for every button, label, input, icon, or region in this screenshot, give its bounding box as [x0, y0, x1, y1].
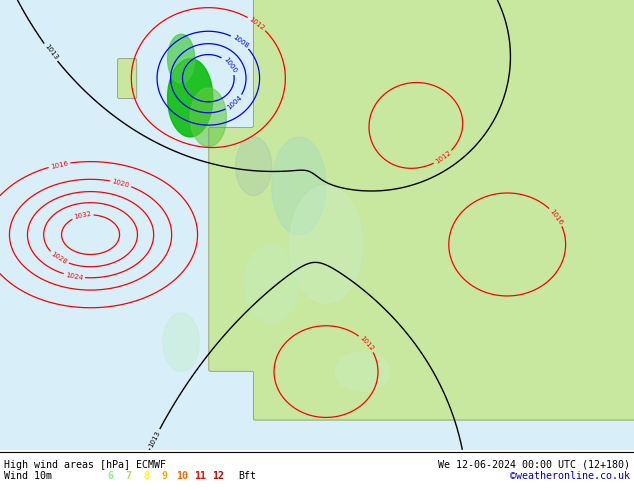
Polygon shape: [167, 59, 213, 137]
Text: We 12-06-2024 00:00 UTC (12+180): We 12-06-2024 00:00 UTC (12+180): [438, 460, 630, 470]
Text: 1000: 1000: [222, 56, 238, 74]
Text: 10: 10: [176, 471, 188, 481]
Polygon shape: [290, 186, 362, 303]
Text: 11: 11: [194, 471, 206, 481]
Text: Wind 10m: Wind 10m: [4, 471, 52, 481]
Text: 7: 7: [125, 471, 131, 481]
Text: 1020: 1020: [112, 178, 130, 189]
Text: 1024: 1024: [65, 272, 84, 281]
Polygon shape: [272, 137, 326, 235]
Text: 1013: 1013: [43, 44, 58, 61]
Text: 1012: 1012: [248, 16, 266, 31]
Polygon shape: [245, 245, 299, 323]
Polygon shape: [190, 88, 226, 147]
Text: 1012: 1012: [359, 335, 375, 352]
Text: ©weatheronline.co.uk: ©weatheronline.co.uk: [510, 471, 630, 481]
Polygon shape: [167, 34, 195, 83]
Text: 1013: 1013: [148, 429, 162, 448]
Text: 1016: 1016: [549, 208, 564, 226]
Polygon shape: [235, 137, 272, 196]
Text: 12: 12: [212, 471, 224, 481]
Text: 9: 9: [161, 471, 167, 481]
Polygon shape: [335, 352, 389, 391]
Text: 1032: 1032: [74, 211, 92, 220]
Text: 1016: 1016: [50, 160, 69, 170]
Text: 8: 8: [143, 471, 149, 481]
Text: 6: 6: [107, 471, 113, 481]
Text: 1028: 1028: [50, 251, 68, 266]
Text: High wind areas [hPa] ECMWF: High wind areas [hPa] ECMWF: [4, 460, 166, 470]
Text: Bft: Bft: [238, 471, 256, 481]
Polygon shape: [163, 313, 199, 371]
Text: 1012: 1012: [434, 150, 452, 165]
Text: 1004: 1004: [226, 95, 243, 111]
Text: 1008: 1008: [231, 34, 249, 49]
